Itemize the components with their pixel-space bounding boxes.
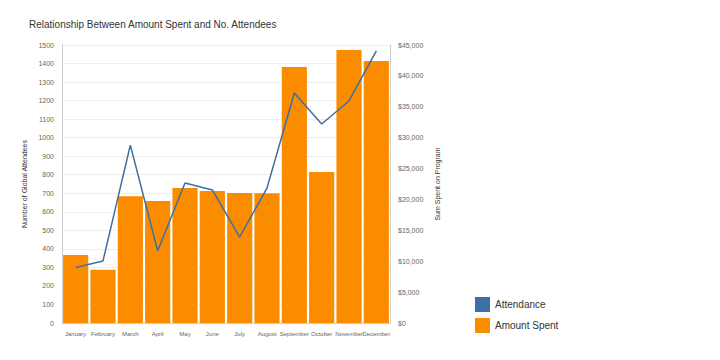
svg-text:December: December <box>362 331 390 337</box>
svg-text:500: 500 <box>42 227 54 234</box>
svg-text:January: January <box>65 331 86 337</box>
svg-text:August: August <box>258 331 277 337</box>
svg-text:$35,000: $35,000 <box>398 103 423 110</box>
svg-text:800: 800 <box>42 171 54 178</box>
svg-text:February: February <box>91 331 115 337</box>
svg-text:1400: 1400 <box>38 60 54 67</box>
svg-text:1100: 1100 <box>39 116 54 123</box>
svg-text:September: September <box>280 331 309 337</box>
svg-text:November: November <box>335 331 363 337</box>
svg-text:$0: $0 <box>398 320 406 327</box>
svg-text:Attendance: Attendance <box>495 299 546 310</box>
svg-text:July: July <box>234 331 245 337</box>
svg-text:1300: 1300 <box>38 79 54 86</box>
svg-text:March: March <box>122 331 139 337</box>
svg-text:1200: 1200 <box>38 97 54 104</box>
svg-text:Amount Spent: Amount Spent <box>495 320 559 331</box>
svg-text:600: 600 <box>42 208 54 215</box>
svg-text:1500: 1500 <box>38 42 54 49</box>
svg-text:700: 700 <box>42 190 54 197</box>
svg-text:Number of Global Attendees: Number of Global Attendees <box>21 140 28 228</box>
svg-text:$30,000: $30,000 <box>398 134 423 141</box>
svg-text:$15,000: $15,000 <box>398 227 423 234</box>
svg-text:$25,000: $25,000 <box>398 165 423 172</box>
svg-text:900: 900 <box>42 153 54 160</box>
svg-text:1000: 1000 <box>38 134 54 141</box>
svg-text:April: April <box>152 331 164 337</box>
svg-text:October: October <box>311 331 332 337</box>
svg-text:400: 400 <box>42 245 54 252</box>
svg-text:$40,000: $40,000 <box>398 72 423 79</box>
svg-text:$20,000: $20,000 <box>398 196 423 203</box>
svg-text:200: 200 <box>42 282 54 289</box>
svg-text:Relationship Between Amount Sp: Relationship Between Amount Spent and No… <box>29 19 276 30</box>
svg-text:Sum Spent on Program: Sum Spent on Program <box>434 147 442 220</box>
svg-text:$10,000: $10,000 <box>398 258 423 265</box>
svg-text:May: May <box>179 331 190 337</box>
svg-text:0: 0 <box>50 320 54 327</box>
svg-text:$5,000: $5,000 <box>398 289 420 296</box>
svg-text:June: June <box>206 331 220 337</box>
svg-text:100: 100 <box>42 301 54 308</box>
svg-text:300: 300 <box>42 264 54 271</box>
svg-text:$45,000: $45,000 <box>398 42 423 49</box>
